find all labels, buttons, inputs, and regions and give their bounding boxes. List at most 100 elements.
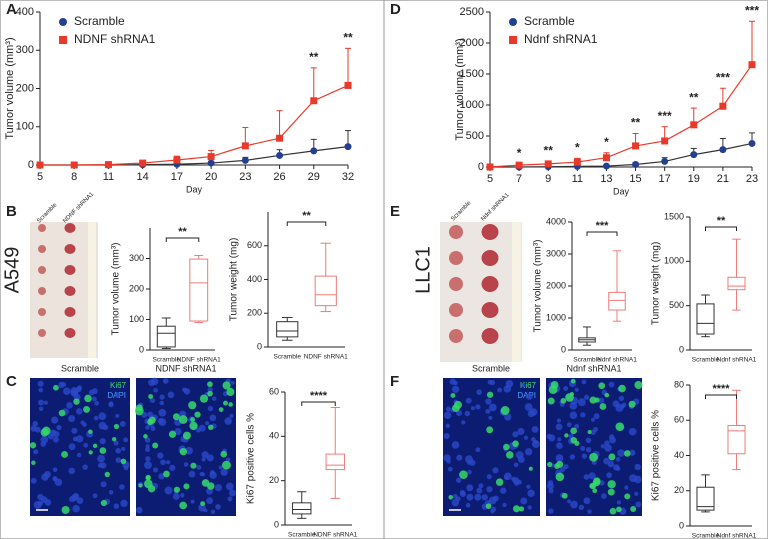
- ki67-cell: [148, 394, 154, 399]
- y-axis-label: Tumor volume (mm³): [111, 243, 122, 336]
- legend-label: NDNF shRNA1: [74, 32, 156, 46]
- nucleus: [555, 423, 563, 431]
- ki67-cell: [574, 440, 580, 446]
- nucleus: [502, 502, 507, 508]
- ki67-cell: [29, 442, 37, 449]
- nucleus: [63, 387, 71, 395]
- nucleus: [466, 484, 474, 492]
- point: [276, 134, 284, 142]
- nucleus: [52, 467, 58, 473]
- point: [70, 161, 78, 169]
- nucleus: [547, 482, 554, 490]
- series-line: [489, 64, 753, 168]
- tumor: [449, 303, 463, 317]
- nucleus: [92, 493, 98, 499]
- nucleus: [485, 398, 492, 405]
- nucleus: [167, 391, 175, 399]
- point: [690, 151, 698, 159]
- nucleus: [615, 403, 624, 412]
- nucleus: [581, 453, 588, 459]
- nucleus: [38, 406, 44, 412]
- ki67-cell: [598, 382, 606, 390]
- x-tick-label: 23: [746, 173, 758, 185]
- nucleus: [503, 475, 509, 480]
- point: [573, 158, 581, 166]
- micrograph-label: Scramble: [61, 363, 99, 373]
- ki67-cell: [569, 391, 575, 397]
- nucleus: [608, 381, 615, 388]
- ki67-cell: [592, 488, 598, 494]
- ki67-cell: [190, 462, 197, 469]
- nucleus: [229, 489, 237, 497]
- nucleus: [580, 445, 586, 451]
- nucleus: [445, 406, 451, 412]
- point: [276, 151, 284, 159]
- nucleus: [569, 411, 578, 420]
- nucleus: [606, 472, 613, 478]
- significance: ****: [310, 390, 328, 402]
- ki67-cell: [448, 494, 454, 500]
- tumor: [481, 250, 499, 266]
- ki67-cell: [88, 450, 93, 455]
- nucleus: [147, 411, 154, 418]
- y-tick-label: 500: [669, 300, 684, 310]
- y-tick-label: 1000: [460, 99, 484, 111]
- significance: **: [631, 116, 641, 130]
- ki67-cell: [120, 458, 127, 465]
- panel-label: D: [390, 1, 401, 18]
- significance: ***: [658, 109, 672, 123]
- nucleus: [465, 397, 472, 404]
- significance: *: [604, 135, 609, 149]
- series-line: [40, 84, 349, 166]
- ki67-cell: [570, 378, 576, 384]
- nucleus: [531, 426, 539, 433]
- legend-label: Scramble: [74, 14, 125, 28]
- nucleus: [52, 476, 58, 482]
- ki67-cell: [604, 392, 610, 398]
- nucleus: [229, 413, 234, 419]
- ki67-cell: [628, 400, 636, 408]
- ki67-cell: [222, 460, 231, 470]
- nucleus: [61, 382, 67, 387]
- nucleus: [615, 457, 621, 462]
- ki67-cell: [172, 413, 180, 421]
- nucleus: [43, 400, 48, 405]
- nucleus: [583, 474, 590, 480]
- nucleus: [456, 454, 463, 461]
- nucleus: [533, 439, 538, 445]
- nucleus: [481, 494, 488, 501]
- x-tick-label: 13: [600, 173, 612, 185]
- ki67-cell: [500, 406, 510, 415]
- y-axis-label: Tumor volume (mm³): [4, 37, 16, 139]
- y-tick-label: 100: [129, 314, 144, 324]
- nucleus: [97, 454, 105, 463]
- y-tick-label: 3000: [546, 248, 566, 258]
- nucleus: [114, 392, 121, 398]
- nucleus: [634, 475, 642, 484]
- ki67-cell: [556, 460, 564, 468]
- x-tick-label: 20: [205, 171, 217, 183]
- ki67-cell: [201, 479, 210, 487]
- nucleus: [203, 508, 208, 513]
- nucleus: [443, 432, 450, 440]
- significance-bracket: [165, 237, 200, 242]
- x-tick-label: NDNF shRNA1: [177, 357, 221, 364]
- point: [632, 142, 640, 150]
- nucleus: [616, 466, 621, 471]
- point: [719, 146, 727, 154]
- nucleus: [523, 435, 529, 440]
- point: [719, 102, 727, 110]
- x-tick-label: Scramble: [288, 532, 316, 539]
- nucleus: [145, 456, 151, 462]
- y-tick-label: 40: [674, 450, 684, 460]
- nucleus: [149, 397, 156, 404]
- nucleus: [445, 423, 451, 429]
- ki67-cell: [144, 479, 153, 489]
- nucleus: [82, 464, 88, 470]
- box: [608, 291, 626, 311]
- ki67-cell: [607, 480, 616, 489]
- nucleus: [115, 457, 122, 463]
- y-tick-label: 2000: [460, 37, 484, 49]
- nucleus: [207, 405, 214, 412]
- y-tick-label: 2000: [546, 280, 566, 290]
